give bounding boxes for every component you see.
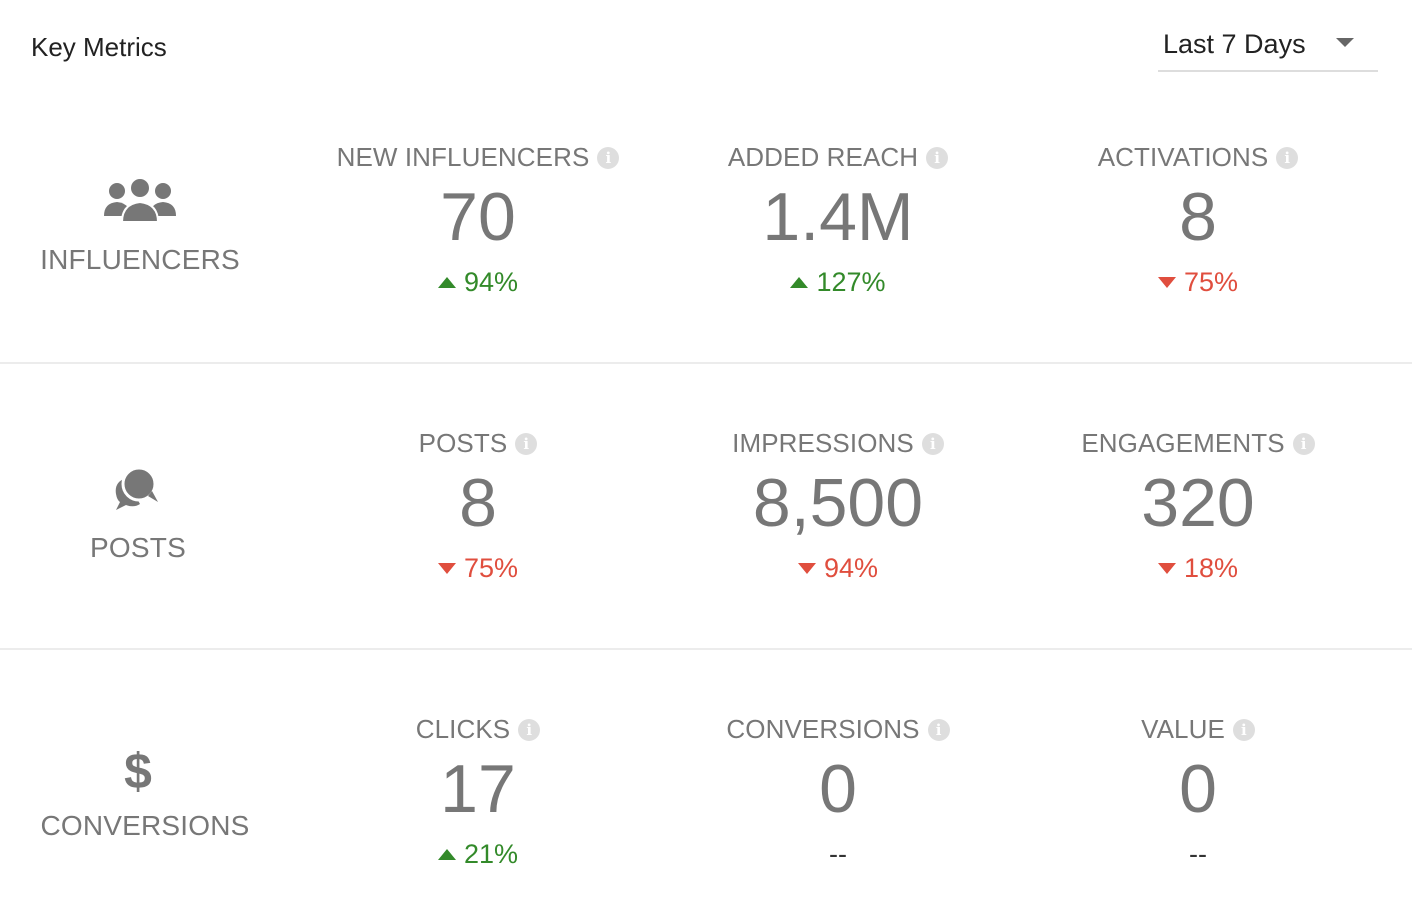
metric-label: CLICKS: [415, 714, 511, 744]
metric-value: 8: [459, 465, 497, 541]
metric-value: 0: [1179, 751, 1217, 827]
metric-value: 8,500: [752, 465, 924, 541]
section-influencers: INFLUENCERS NEW INFLUENCERS i 70 94% ADDE…: [0, 78, 1412, 364]
metric-change: 21%: [437, 839, 518, 870]
category-influencers: INFLUENCERS: [0, 176, 280, 276]
section-conversions: $ CONVERSIONS CLICKS i 17 21% CONVERSIONS…: [0, 650, 1412, 920]
info-icon[interactable]: i: [1292, 432, 1315, 455]
metric-label: IMPRESSIONS: [732, 428, 914, 458]
arrow-up-icon: [437, 277, 456, 288]
users-group-icon: [104, 177, 176, 223]
metric-change: 94%: [797, 553, 878, 584]
metric-value: 70: [440, 179, 516, 255]
arrow-down-icon: [1157, 277, 1176, 288]
metric-posts: POSTS i 8 75%: [298, 428, 658, 584]
metric-change: 18%: [1157, 553, 1238, 584]
metric-activations: ACTIVATIONS i 8 75%: [1018, 142, 1378, 298]
caret-down-icon: [1336, 38, 1354, 47]
category-label: POSTS: [90, 532, 186, 563]
info-icon[interactable]: i: [927, 718, 950, 741]
page-title: Key Metrics: [31, 32, 167, 62]
info-icon[interactable]: i: [1276, 146, 1299, 169]
metric-new-influencers: NEW INFLUENCERS i 70 94%: [298, 142, 658, 298]
metric-change: 75%: [437, 553, 518, 584]
category-posts: POSTS: [0, 464, 280, 564]
category-conversions: $ CONVERSIONS: [0, 746, 280, 842]
metric-label: VALUE: [1141, 714, 1225, 744]
section-divider: [0, 648, 1412, 650]
arrow-down-icon: [437, 563, 456, 574]
category-label: CONVERSIONS: [40, 810, 250, 841]
metric-label: CONVERSIONS: [726, 714, 920, 744]
metric-label: NEW INFLUENCERS: [336, 142, 590, 172]
metric-value: 1.4M: [762, 179, 914, 255]
arrow-up-icon: [437, 849, 456, 860]
dollar-icon: $: [124, 746, 152, 794]
metric-value: 17: [440, 751, 516, 827]
metric-value: 8: [1179, 179, 1217, 255]
metric-value-total: VALUE i 0 --: [1018, 714, 1378, 870]
metric-engagements: ENGAGEMENTS i 320 18%: [1018, 428, 1378, 584]
section-divider: [0, 362, 1412, 364]
section-posts: POSTS POSTS i 8 75% IMPRESSIONS i 8,500 94…: [0, 364, 1412, 650]
metric-label: ADDED REACH: [727, 142, 919, 172]
arrow-down-icon: [1157, 563, 1176, 574]
chat-bubbles-icon: [115, 466, 158, 510]
metric-change: --: [829, 839, 847, 869]
info-icon[interactable]: i: [921, 432, 944, 455]
metric-label: ACTIVATIONS: [1097, 142, 1269, 172]
metric-label: POSTS: [418, 428, 508, 458]
info-icon[interactable]: i: [515, 432, 538, 455]
info-icon[interactable]: i: [926, 146, 949, 169]
metric-impressions: IMPRESSIONS i 8,500 94%: [658, 428, 1018, 584]
info-icon[interactable]: i: [1232, 718, 1255, 741]
metric-change: 94%: [437, 267, 518, 298]
info-icon[interactable]: i: [518, 718, 541, 741]
date-range-dropdown[interactable]: Last 7 Days: [1158, 26, 1378, 72]
metric-conversions: CONVERSIONS i 0 --: [658, 714, 1018, 870]
info-icon[interactable]: i: [597, 146, 620, 169]
svg-text:$: $: [124, 746, 152, 794]
metric-change: --: [1189, 839, 1207, 869]
category-label: INFLUENCERS: [40, 244, 240, 275]
metric-change: 127%: [790, 267, 886, 298]
metric-added-reach: ADDED REACH i 1.4M 127%: [658, 142, 1018, 298]
metric-clicks: CLICKS i 17 21%: [298, 714, 658, 870]
metric-change: 75%: [1157, 267, 1238, 298]
metric-value: 320: [1141, 465, 1255, 541]
arrow-up-icon: [790, 277, 809, 288]
metric-label: ENGAGEMENTS: [1081, 428, 1285, 458]
date-range-selected: Last 7 Days: [1163, 29, 1306, 59]
arrow-down-icon: [797, 563, 816, 574]
metric-value: 0: [819, 751, 857, 827]
